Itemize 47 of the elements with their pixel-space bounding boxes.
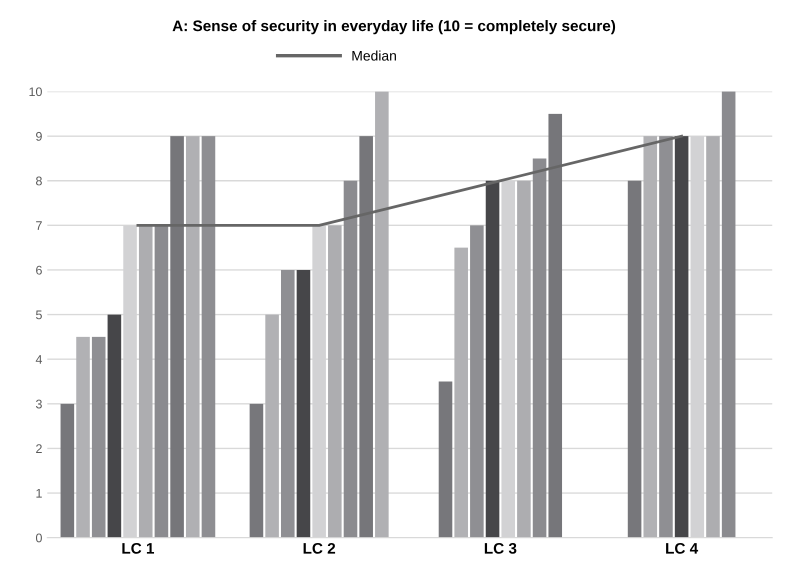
bar: [92, 336, 106, 538]
bar: [202, 136, 216, 538]
bar: [328, 225, 342, 538]
bar: [296, 270, 310, 538]
x-tick-label: LC 1: [122, 542, 154, 554]
bar: [628, 180, 642, 538]
bar: [659, 136, 673, 538]
y-tick-label: 3: [36, 400, 42, 408]
y-tick-label: 7: [36, 221, 42, 230]
x-tick-label: LC 4: [666, 542, 698, 554]
bar: [548, 114, 562, 538]
bar: [470, 225, 484, 538]
bar: [280, 270, 295, 538]
bar: [486, 180, 500, 538]
bar: [265, 314, 279, 538]
bar: [138, 225, 153, 538]
y-tick-label: 10: [29, 87, 42, 96]
bar: [454, 248, 468, 538]
y-tick-label: 4: [36, 355, 42, 364]
bar: [359, 136, 373, 538]
bar: [517, 180, 531, 538]
bar: [154, 225, 168, 538]
bar: [170, 136, 184, 538]
y-tick-label: 2: [36, 444, 42, 453]
y-tick-label: 0: [36, 533, 42, 542]
legend-label: Median: [352, 50, 396, 61]
bar: [643, 136, 658, 538]
bar: [674, 136, 688, 538]
x-tick-label: LC 2: [304, 542, 336, 554]
y-tick-label: 9: [36, 132, 42, 141]
y-tick-label: 8: [36, 176, 42, 186]
x-tick-label: LC 3: [484, 542, 516, 554]
bar: [344, 180, 358, 538]
y-tick-label: 5: [36, 310, 42, 320]
bar: [375, 92, 389, 538]
bar: [722, 92, 736, 538]
bar: [60, 404, 74, 538]
bar: [532, 158, 546, 538]
y-tick-label: 6: [36, 266, 42, 275]
bar: [250, 404, 264, 538]
bar: [108, 314, 122, 538]
bar: [706, 136, 720, 538]
chart-title: A: Sense of security in everyday life (10 = completely secure): [172, 20, 616, 34]
bar: [76, 336, 90, 538]
bar: [438, 382, 452, 538]
y-tick-label: 1: [36, 488, 42, 498]
bar: [186, 136, 200, 538]
